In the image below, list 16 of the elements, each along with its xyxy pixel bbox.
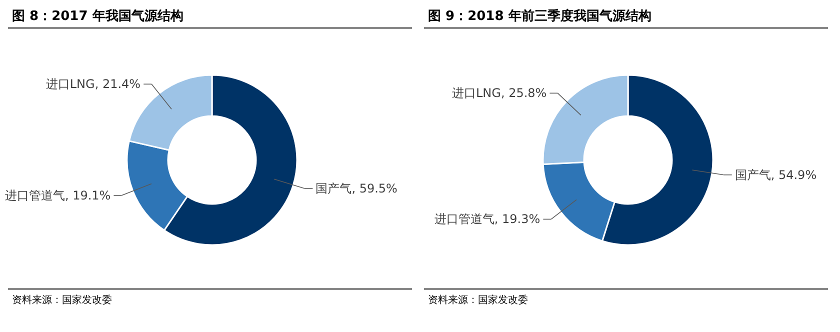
slice-label: 进口管道气 [434, 212, 494, 226]
chart-title: 图 8：2017 年我国气源结构 [12, 8, 184, 24]
data-label: , 21.4% [94, 77, 141, 92]
data-label: , 54.9% [770, 168, 817, 182]
slice-label: 国产气 [734, 168, 771, 182]
data-label: , 19.3% [494, 212, 540, 226]
data-label: , 59.5% [352, 182, 398, 196]
slice-label: 国产气 [316, 182, 352, 196]
data-label: , 25.8% [500, 86, 547, 100]
text: 资料来源：国家发改委 [428, 294, 528, 306]
text: 资料来源：国家发改委 [12, 294, 112, 306]
slice-label: 进口LNG [452, 86, 501, 100]
slice-label: 进口LNG [46, 77, 95, 92]
slice-label: 进口管道气 [4, 188, 65, 202]
chart-title: 图 9：2018 年前三季度我国气源结构 [428, 8, 652, 24]
data-label: , 19.1% [64, 188, 111, 202]
